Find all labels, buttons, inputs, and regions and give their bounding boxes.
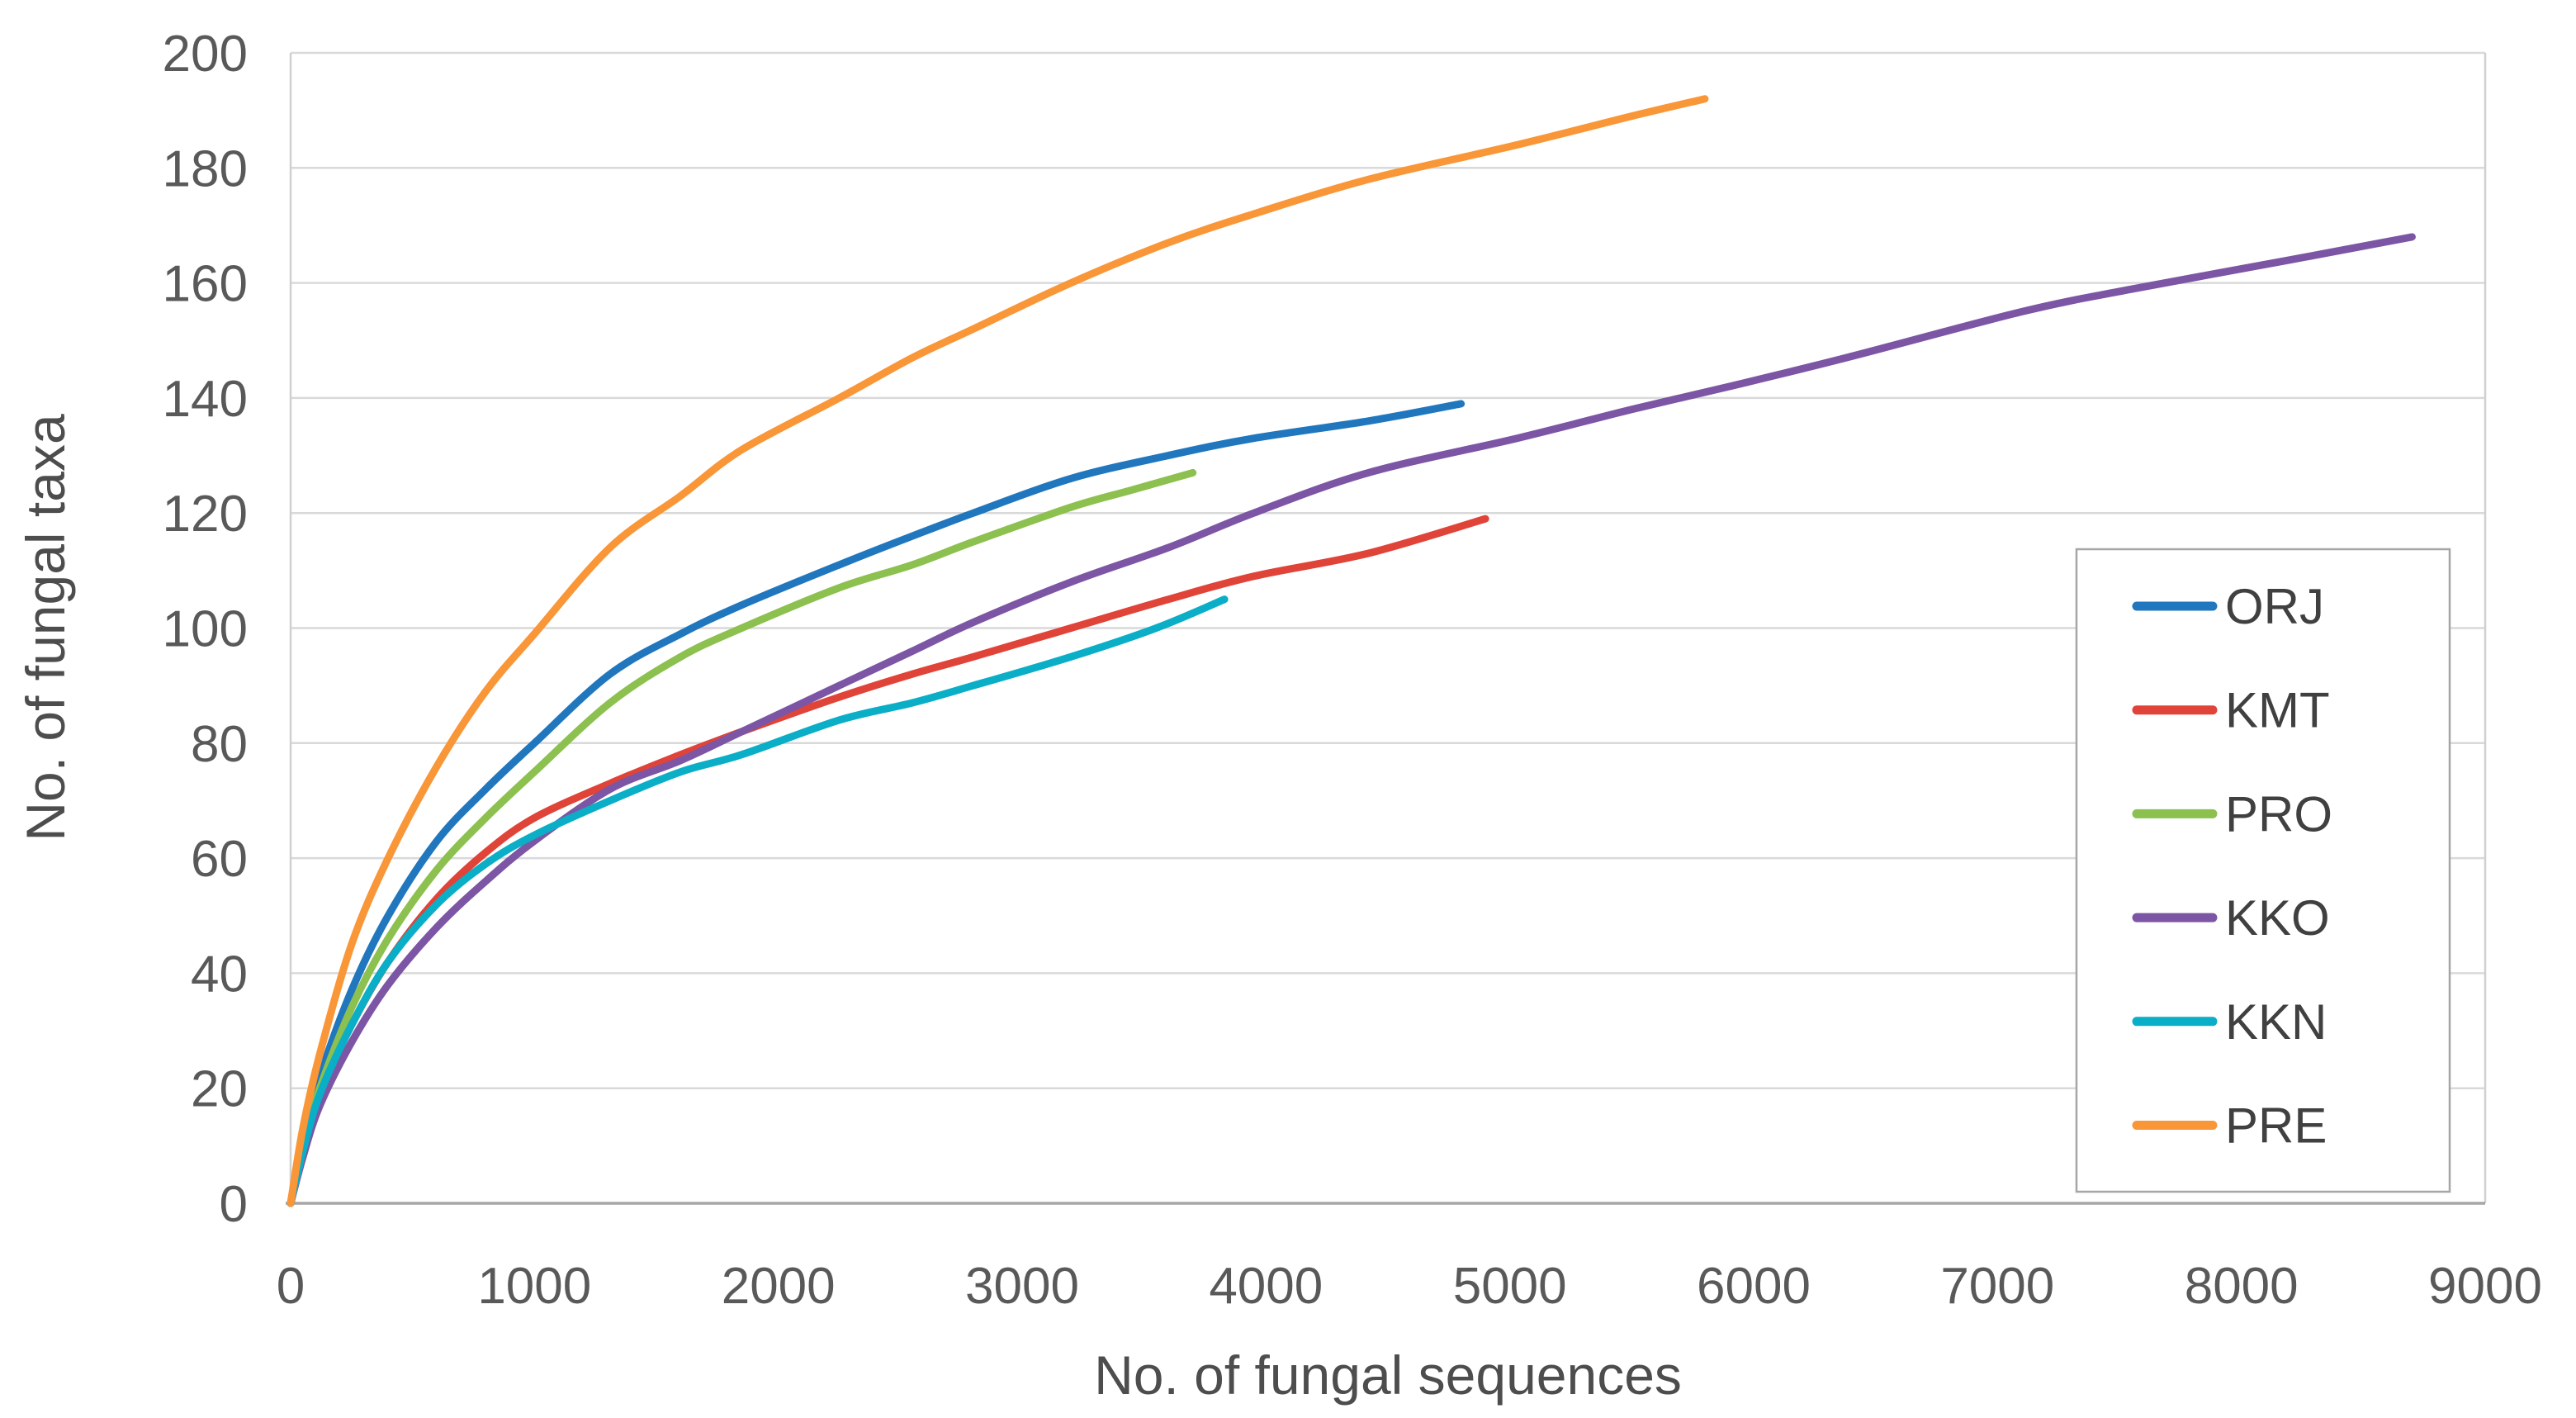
- gridlines: [291, 51, 2485, 1089]
- y-tick-label-140: 140: [163, 371, 248, 428]
- series-line-KKN: [286, 595, 1229, 1207]
- x-tick-label-4000: 4000: [1209, 1258, 1323, 1315]
- y-tick-label-200: 200: [163, 26, 248, 83]
- legend-item-ORJ: ORJ: [2132, 579, 2324, 634]
- legend-label-PRO: PRO: [2225, 786, 2332, 842]
- x-tick-label-1000: 1000: [477, 1258, 591, 1315]
- legend-item-KKN: KKN: [2132, 994, 2327, 1050]
- y-tick-label-40: 40: [191, 946, 248, 1003]
- y-tick-label-60: 60: [191, 831, 248, 888]
- legend-box: [2075, 548, 2451, 1193]
- y-tick-label-100: 100: [163, 601, 248, 658]
- legend-label-KKO: KKO: [2225, 890, 2330, 946]
- y-tick-label-20: 20: [191, 1061, 248, 1118]
- legend: ORJ KMT PRO KKO KKN PRE: [2075, 548, 2451, 1193]
- legend-item-KKO: KKO: [2132, 890, 2330, 946]
- y-tick-label-80: 80: [191, 716, 248, 773]
- legend-label-KKN: KKN: [2225, 994, 2327, 1050]
- x-tick-label-7000: 7000: [1940, 1258, 2054, 1315]
- y-tick-label-180: 180: [163, 140, 248, 197]
- legend-label-ORJ: ORJ: [2225, 579, 2324, 634]
- legend-item-PRO: PRO: [2132, 786, 2332, 842]
- series-curves: [286, 95, 2416, 1207]
- x-tick-label-0: 0: [277, 1258, 305, 1315]
- plot-frame: [286, 53, 2487, 1205]
- x-tick-label-2000: 2000: [722, 1258, 836, 1315]
- series-line-PRO: [286, 468, 1197, 1207]
- y-tick-label-160: 160: [163, 256, 248, 313]
- series-line-ORJ: [286, 400, 1466, 1207]
- legend-label-KMT: KMT: [2225, 683, 2330, 738]
- legend-item-PRE: PRE: [2132, 1098, 2327, 1154]
- x-tick-label-9000: 9000: [2428, 1258, 2542, 1315]
- y-tick-label-0: 0: [220, 1176, 248, 1233]
- series-line-KKO: [286, 233, 2416, 1207]
- series-line-PRE: [286, 95, 1709, 1207]
- x-tick-label-6000: 6000: [1697, 1258, 1811, 1315]
- x-axis-tick-labels: 0 1000 2000 3000 4000 5000 6000 7000 8000 9000: [277, 1258, 2542, 1315]
- x-tick-label-5000: 5000: [1453, 1258, 1567, 1315]
- y-axis-title: No. of fungal taxa: [15, 414, 76, 842]
- x-tick-label-3000: 3000: [965, 1258, 1079, 1315]
- y-axis-tick-labels: 0 20 40 60 80 100 120 140 160 180 200: [163, 26, 248, 1233]
- legend-label-PRE: PRE: [2225, 1098, 2327, 1154]
- x-axis-title: No. of fungal sequences: [1094, 1344, 1682, 1406]
- legend-item-KMT: KMT: [2132, 683, 2330, 738]
- y-tick-label-120: 120: [163, 486, 248, 543]
- x-tick-label-8000: 8000: [2185, 1258, 2299, 1315]
